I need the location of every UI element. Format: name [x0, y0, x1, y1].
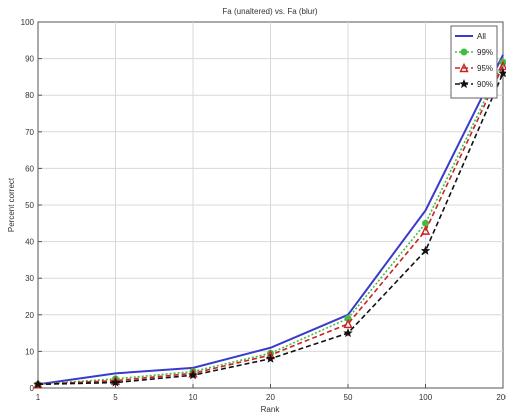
x-tick-label: 1	[36, 393, 41, 402]
x-tick-label: 200	[496, 393, 506, 402]
legend: All 99% 95% 90%	[451, 26, 497, 98]
legend-label: 99%	[477, 48, 493, 57]
y-tick-label: 10	[25, 347, 34, 356]
y-tick-label: 30	[25, 274, 34, 283]
y-tick-label: 50	[25, 201, 34, 210]
data-point	[423, 220, 429, 226]
legend-label: All	[477, 32, 486, 41]
x-tick-label: 50	[344, 393, 353, 402]
x-axis-title: Rank	[261, 405, 281, 414]
legend-marker	[461, 49, 467, 55]
x-tick-label: 5	[113, 393, 118, 402]
x-tick-label: 100	[419, 393, 433, 402]
y-tick-label: 90	[25, 55, 34, 64]
y-tick-label: 70	[25, 128, 34, 137]
x-tick-label: 20	[266, 393, 275, 402]
y-tick-label: 80	[25, 91, 34, 100]
y-tick-label: 40	[25, 238, 34, 247]
y-tick-label: 20	[25, 311, 34, 320]
y-tick-label: 100	[21, 18, 35, 27]
legend-label: 90%	[477, 80, 493, 89]
legend-label: 95%	[477, 64, 493, 73]
y-tick-label: 60	[25, 164, 34, 173]
y-axis-title: Percent correct	[7, 177, 16, 232]
x-tick-label: 10	[189, 393, 198, 402]
chart-title: Fa (unaltered) vs. Fa (blur)	[222, 7, 317, 16]
